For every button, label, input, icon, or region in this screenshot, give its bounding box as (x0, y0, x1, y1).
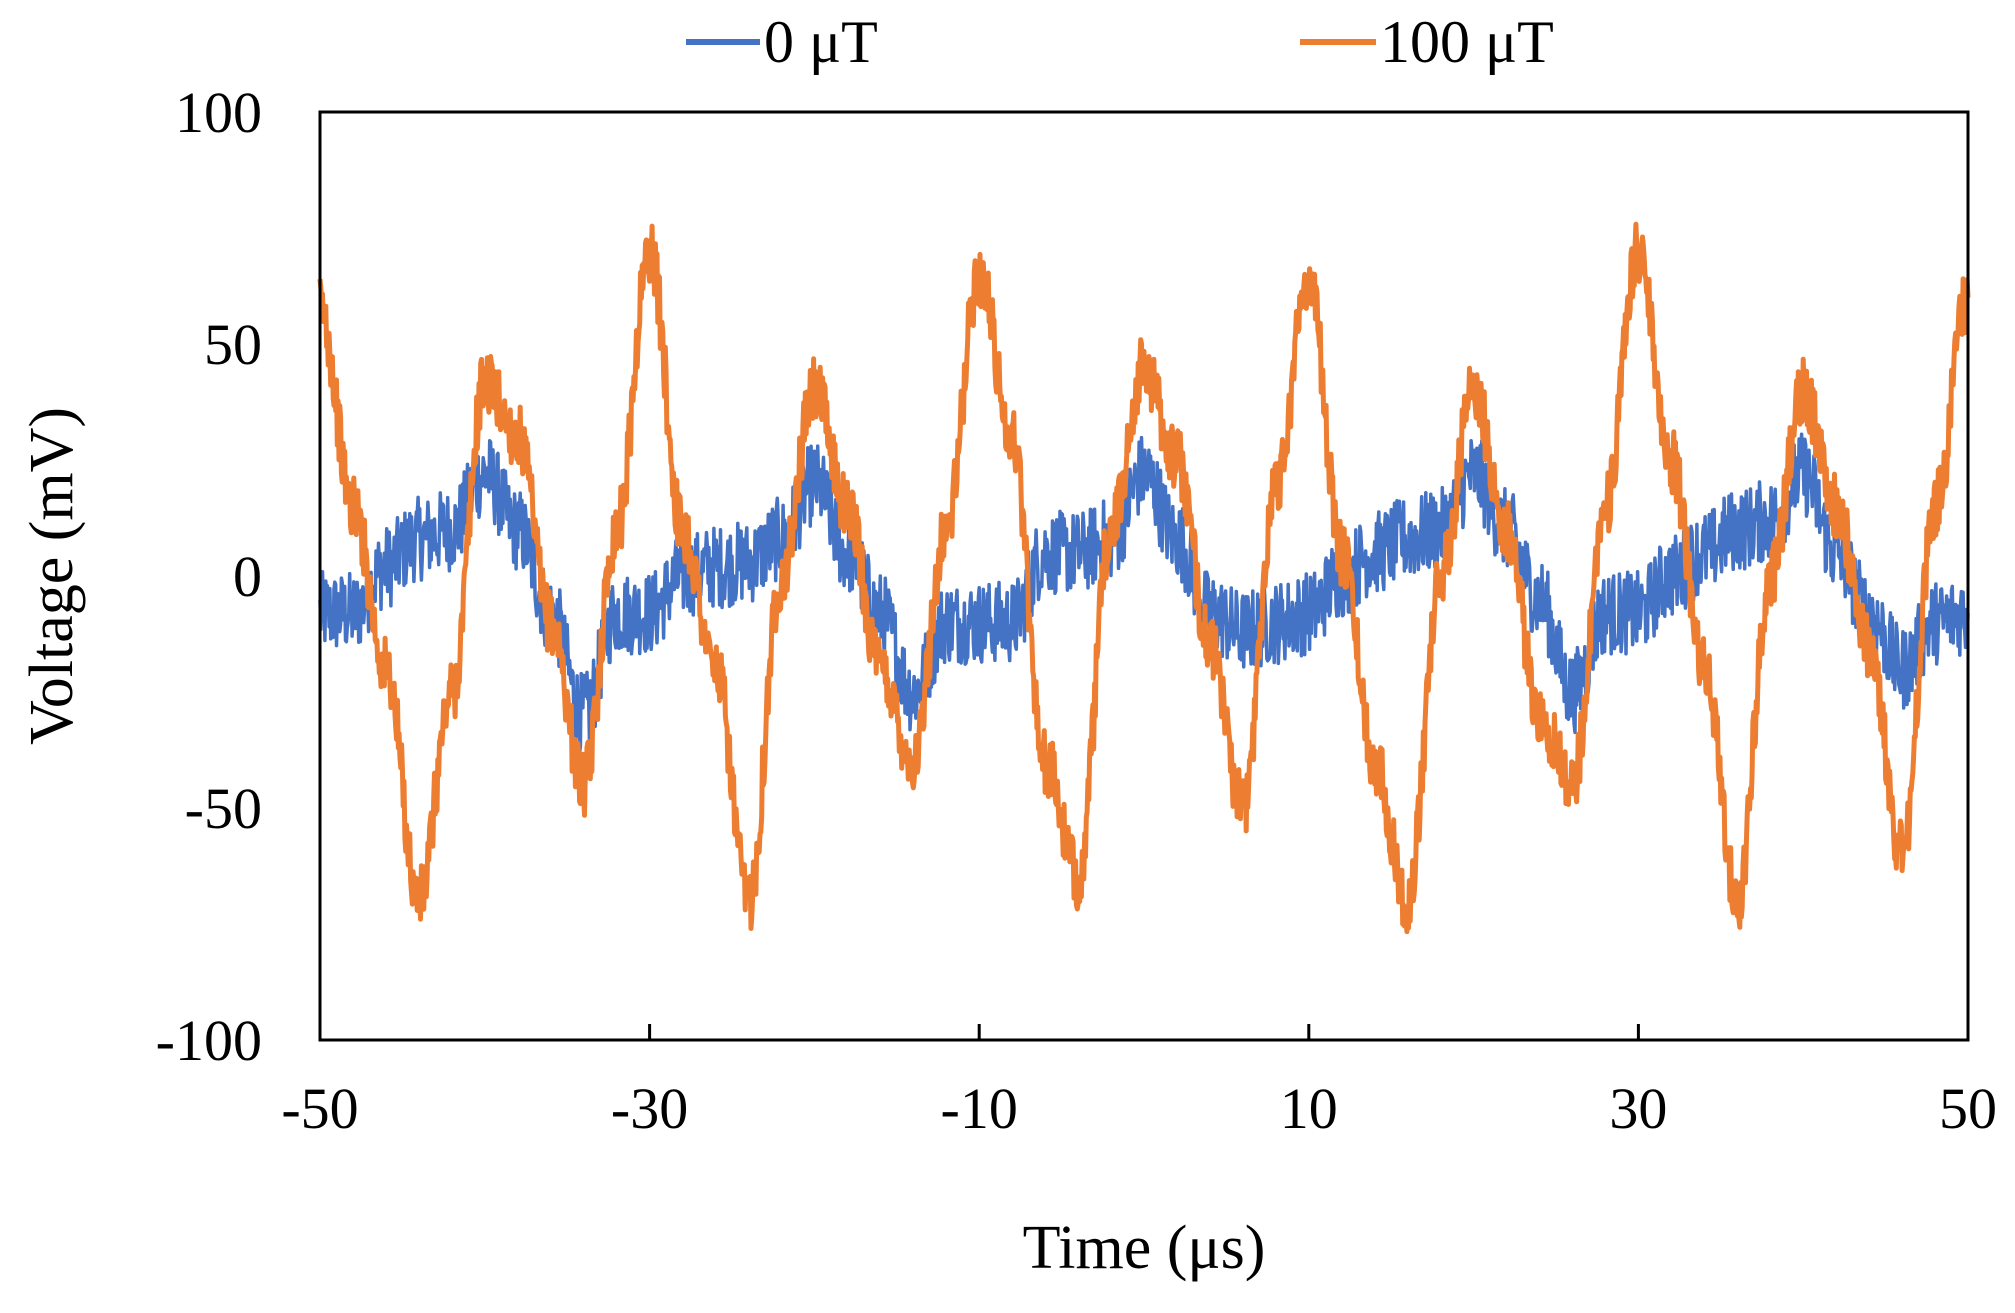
y-axis-label: Voltage (mV) (18, 407, 86, 745)
y-tick-label: 100 (175, 80, 262, 145)
x-tick-label: -50 (281, 1076, 358, 1141)
y-tick-label: 50 (204, 312, 262, 377)
y-tick-label: 0 (233, 544, 262, 609)
x-axis-label: Time (μs) (1023, 1214, 1266, 1282)
x-tick-label: -30 (611, 1076, 688, 1141)
ticks-layer: -50 -30 -10 10 30 50 -100 -50 0 50 100 (156, 80, 1997, 1141)
legend-label-100-microtesla: 100 μT (1380, 9, 1554, 75)
series-line-100-microtesla (317, 221, 1971, 935)
x-tick-label: 30 (1609, 1076, 1667, 1141)
y-tick-label: -50 (185, 776, 262, 841)
series-layer (317, 221, 1971, 935)
x-tick-label: 10 (1280, 1076, 1338, 1141)
x-tick-label: 50 (1939, 1076, 1997, 1141)
y-tick-label: -100 (156, 1008, 262, 1073)
legend-label-0-microtesla: 0 μT (764, 9, 878, 75)
legend: 0 μT 100 μT (686, 9, 1554, 75)
plot-frame (318, 110, 1970, 1042)
x-tick-label: -10 (941, 1076, 1018, 1141)
